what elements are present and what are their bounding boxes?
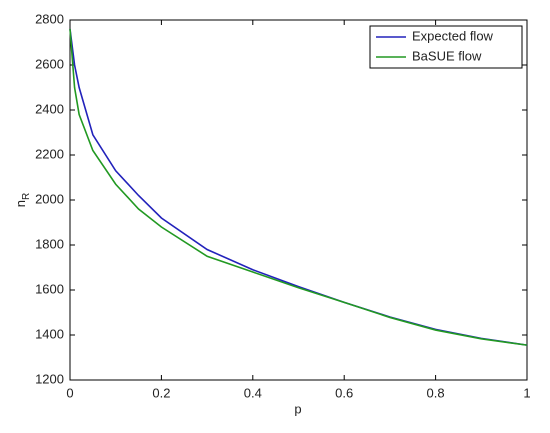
x-tick-label: 0.4 [244, 385, 262, 400]
x-tick-label: 0.6 [335, 385, 353, 400]
x-tick-label: 1 [523, 385, 530, 400]
legend-label: Expected flow [412, 28, 494, 43]
y-tick-label: 2200 [35, 146, 64, 161]
series-line [69, 28, 528, 346]
y-tick-label: 1600 [35, 281, 64, 296]
legend-label: BaSUE flow [412, 48, 482, 63]
x-tick-label: 0.2 [152, 385, 170, 400]
y-tick-label: 1400 [35, 326, 64, 341]
y-tick-label: 2000 [35, 191, 64, 206]
x-axis-label: p [294, 401, 301, 416]
y-tick-label: 2600 [35, 56, 64, 71]
plot-area [69, 19, 528, 381]
x-tick-label: 0 [66, 385, 73, 400]
legend-box [369, 25, 523, 69]
y-label-main: n [13, 200, 28, 207]
y-axis-label: nR [13, 193, 31, 207]
y-tick-label: 2400 [35, 101, 64, 116]
y-tick-label: 2800 [35, 11, 64, 26]
y-label-sub: R [21, 193, 32, 200]
y-tick-label: 1200 [35, 371, 64, 386]
x-tick-label: 0.8 [427, 385, 445, 400]
y-tick-label: 1800 [35, 236, 64, 251]
